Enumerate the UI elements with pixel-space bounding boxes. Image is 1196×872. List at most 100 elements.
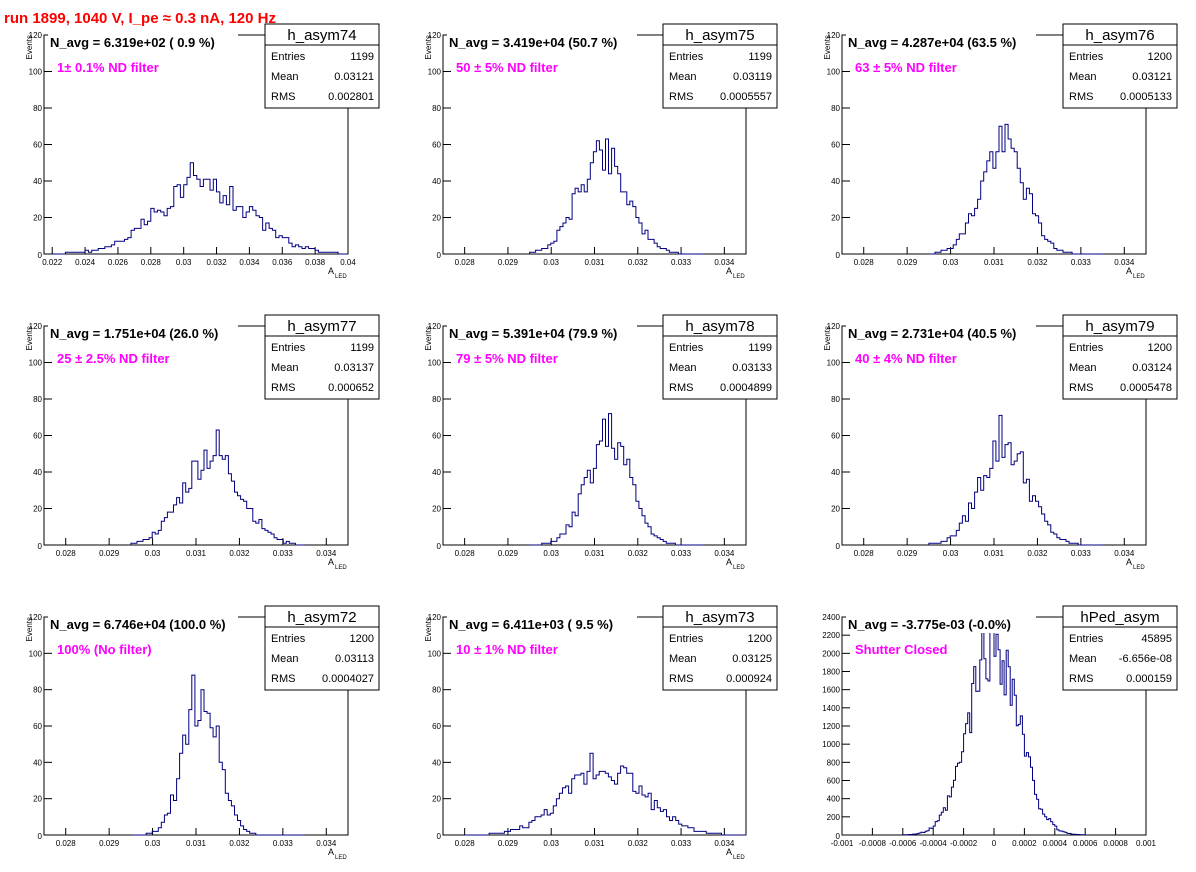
y-tick-label: 100 xyxy=(428,649,442,658)
y-tick-label: 40 xyxy=(33,758,42,767)
stats-key: Entries xyxy=(669,51,704,63)
y-tick-label: 60 xyxy=(831,432,840,441)
stats-key: RMS xyxy=(669,382,693,394)
x-tick-label: 0.03 xyxy=(176,258,192,267)
x-tick-label: 0.03 xyxy=(543,839,559,848)
x-tick-label: 0.0002 xyxy=(1012,839,1037,848)
y-tick-label: 60 xyxy=(432,722,441,731)
histogram-line xyxy=(529,413,703,546)
stats-box xyxy=(662,23,778,109)
navg-label: N_avg = 5.391e+04 (79.9 %) xyxy=(449,326,617,341)
x-tick-label: 0.029 xyxy=(498,549,519,558)
x-tick-label: 0.031 xyxy=(584,839,605,848)
y-tick-label: 20 xyxy=(831,505,840,514)
filter-label: 100% (No filter) xyxy=(57,642,152,657)
y-tick-label: 120 xyxy=(29,322,43,331)
stats-value: 0.0005133 xyxy=(1120,91,1172,103)
x-axis-label-sub: LED xyxy=(1133,565,1145,571)
stats-key: RMS xyxy=(271,91,295,103)
stats-value: 0.03119 xyxy=(733,71,772,83)
navg-label: N_avg = 6.319e+02 ( 0.9 %) xyxy=(50,35,215,50)
y-tick-label: 80 xyxy=(831,395,840,404)
y-tick-label: 100 xyxy=(428,359,442,368)
stats-key: RMS xyxy=(1069,382,1093,394)
x-axis-label: A xyxy=(726,557,732,567)
x-tick-label: 0.029 xyxy=(897,258,918,267)
navg-label: N_avg = 6.746e+04 (100.0 %) xyxy=(50,617,226,632)
y-tick-label: 80 xyxy=(33,395,42,404)
x-tick-label: 0.033 xyxy=(273,549,294,558)
x-tick-label: 0.028 xyxy=(455,258,476,267)
x-tick-label: 0.0006 xyxy=(1073,839,1098,848)
stats-value: 0.03137 xyxy=(334,362,374,374)
stats-value: 0.0004899 xyxy=(720,382,772,394)
histogram-name: h_asym77 xyxy=(287,318,356,335)
y-axis-label: Events xyxy=(424,35,433,59)
stats-value: 1199 xyxy=(350,342,374,354)
stats-value: 1200 xyxy=(1148,51,1172,63)
y-axis-label: Events xyxy=(424,326,433,350)
filter-label: 63 ± 5% ND filter xyxy=(855,60,957,75)
stats-value: 1199 xyxy=(748,342,772,354)
panel-h_asym74: 0 20 40 60 80 100 120 0.022 0.024 0.026 0.028 0.03 0… xyxy=(25,23,380,280)
histogram-name: h_asym73 xyxy=(685,609,754,626)
x-tick-label: 0.032 xyxy=(628,549,649,558)
stats-value: 1199 xyxy=(748,51,772,63)
navg-background xyxy=(846,34,1036,51)
stats-value: 0.03133 xyxy=(732,362,772,374)
x-tick-label: 0.0008 xyxy=(1103,839,1128,848)
y-tick-label: 40 xyxy=(432,468,441,477)
x-tick-label: 0.032 xyxy=(229,549,250,558)
x-tick-label: 0.034 xyxy=(239,258,260,267)
x-axis-label: A xyxy=(726,266,732,276)
y-tick-label: 40 xyxy=(432,758,441,767)
y-tick-label: 2400 xyxy=(822,613,840,622)
stats-key: RMS xyxy=(669,91,693,103)
y-tick-label: 120 xyxy=(428,613,442,622)
y-tick-label: 0 xyxy=(836,832,841,841)
x-tick-label: 0.028 xyxy=(141,258,162,267)
y-tick-label: 20 xyxy=(831,214,840,223)
y-tick-label: 20 xyxy=(432,795,441,804)
navg-background xyxy=(846,325,1036,342)
stats-key: RMS xyxy=(271,673,295,685)
y-tick-label: 1600 xyxy=(822,686,840,695)
histogram-line xyxy=(130,429,305,546)
x-tick-label: 0.029 xyxy=(498,839,519,848)
panel-h_asym78: 0 20 40 60 80 100 120 0.028 0.029 0.03 0.031 0.032 0… xyxy=(424,314,778,571)
stats-key: Mean xyxy=(271,362,299,374)
x-tick-label: -0.0006 xyxy=(889,839,917,848)
y-tick-label: 40 xyxy=(831,177,840,186)
navg-background xyxy=(846,616,1036,633)
x-tick-label: 0 xyxy=(992,839,997,848)
x-tick-label: 0.032 xyxy=(1027,549,1048,558)
x-tick-label: -0.0002 xyxy=(950,839,978,848)
stats-value: 0.0005478 xyxy=(1120,382,1172,394)
x-tick-label: 0.031 xyxy=(584,258,605,267)
stats-value: 0.002801 xyxy=(328,91,374,103)
y-tick-label: 2000 xyxy=(822,649,840,658)
stats-box xyxy=(662,314,778,400)
histogram-line xyxy=(928,123,1103,255)
x-tick-label: 0.026 xyxy=(108,258,129,267)
y-axis-label: Events xyxy=(823,35,832,59)
stats-value: 1200 xyxy=(748,633,772,645)
x-tick-label: 0.024 xyxy=(75,258,96,267)
x-tick-label: 0.033 xyxy=(1071,258,1092,267)
histogram-line xyxy=(464,752,746,836)
page-title: run 1899, 1040 V, I_pe ≈ 0.3 nA, 120 Hz xyxy=(4,10,276,27)
navg-background xyxy=(48,616,238,633)
x-tick-label: 0.0004 xyxy=(1043,839,1068,848)
filter-label: 1± 0.1% ND filter xyxy=(57,60,159,75)
navg-background xyxy=(48,34,238,51)
stats-value: 1199 xyxy=(350,51,374,63)
y-tick-label: 0 xyxy=(437,832,442,841)
histogram-name: h_asym72 xyxy=(287,609,356,626)
y-tick-label: 1400 xyxy=(822,704,840,713)
x-tick-label: 0.032 xyxy=(628,839,649,848)
x-tick-label: 0.034 xyxy=(316,839,337,848)
y-tick-label: 0 xyxy=(836,542,841,551)
histogram-name: h_asym75 xyxy=(685,27,754,44)
stats-value: 0.03113 xyxy=(335,653,374,665)
x-axis-label-sub: LED xyxy=(733,565,745,571)
